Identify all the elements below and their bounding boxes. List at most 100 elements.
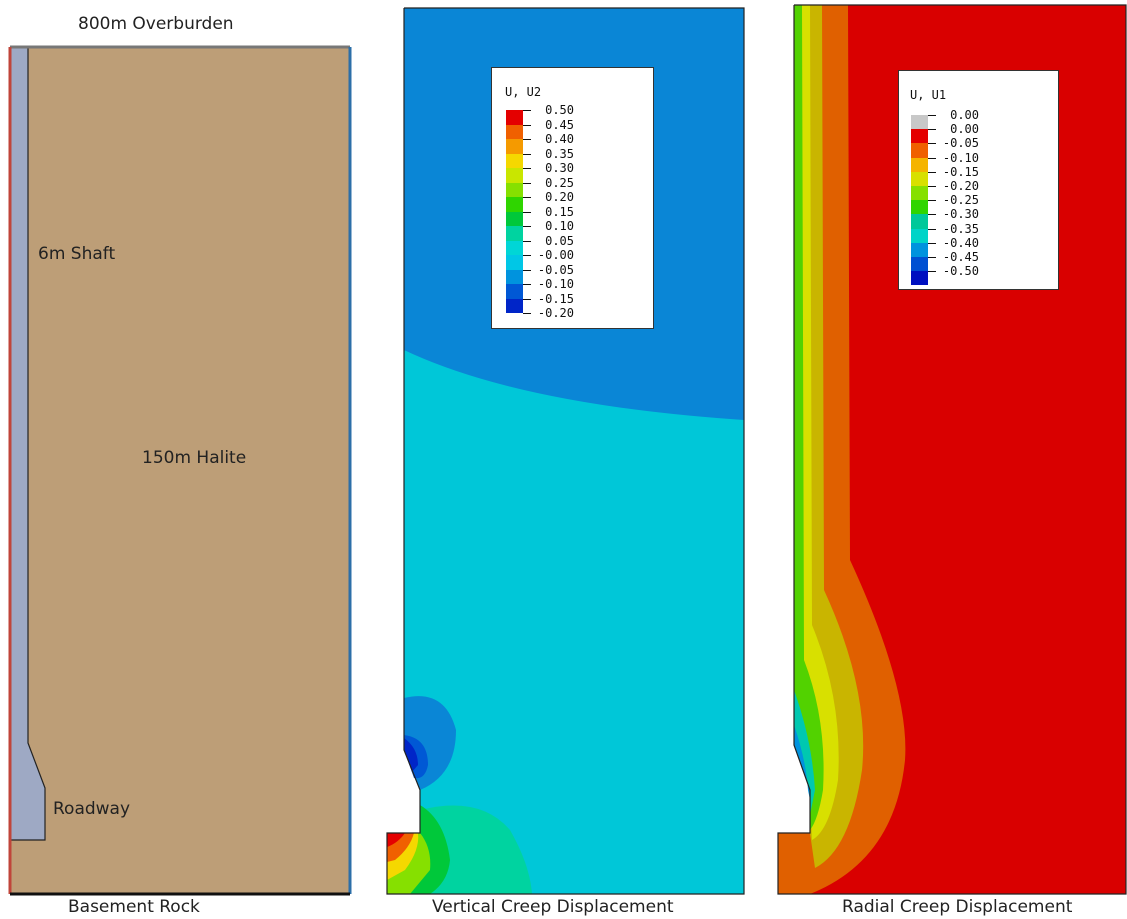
vertical-legend-tick — [523, 197, 531, 198]
vertical-legend-level: -0.20 — [537, 306, 574, 320]
radial-legend-title: U, U1 — [910, 88, 947, 102]
radial-legend-level: -0.30 — [942, 207, 979, 222]
radial-legend-tick — [928, 214, 936, 216]
vertical-legend-tick — [523, 313, 531, 314]
radial-legend: U, U1 0.00 0.00 -0.05 -0.10 -0.15 -0.20 -0.25-… — [898, 70, 1059, 290]
vertical-bulb-inner — [404, 738, 418, 772]
vertical-legend-tick — [523, 255, 531, 256]
vertical-legend-tick — [523, 168, 531, 169]
vertical-legend-tick — [523, 298, 531, 300]
radial-legend-tick — [928, 271, 936, 273]
vertical-legend-tick — [523, 110, 531, 111]
vertical-legend-swatch — [506, 240, 523, 255]
vertical-legend-tick — [523, 139, 531, 140]
vertical-legend-swatch — [506, 269, 523, 284]
radial-caption: Radial Creep Displacement — [842, 897, 1073, 917]
vertical-legend-swatch — [506, 255, 523, 270]
vertical-legend-tick — [523, 226, 531, 227]
radial-band-yellow — [794, 5, 839, 840]
vertical-legend-level: 0.15 — [545, 204, 574, 219]
vertical-legend-level: 0.35 — [545, 146, 574, 161]
vertical-legend: U, U2 0.50 0.45 0.40 0.35 0.30 0.25 0.20 0.15 0.… — [491, 67, 654, 329]
radial-legend-level: 0.00 — [950, 108, 979, 122]
vertical-legend-swatch — [506, 168, 523, 183]
vertical-legend-level: 0.10 — [545, 219, 574, 233]
vertical-legend-level: 0.25 — [545, 175, 574, 190]
radial-legend-swatch — [911, 115, 928, 130]
vertical-caption: Vertical Creep Displacement — [432, 897, 674, 917]
radial-legend-level: -0.05 — [942, 136, 979, 151]
radial-band-green — [794, 5, 824, 830]
halite-region — [10, 47, 350, 894]
vertical-legend-level: -0.15 — [537, 291, 574, 306]
shaft-label: 6m Shaft — [38, 244, 116, 264]
vertical-legend-tick — [523, 124, 531, 126]
vertical-legend-level: -0.10 — [537, 277, 574, 291]
vertical-legend-tick — [523, 284, 531, 285]
vertical-legend-swatch — [506, 153, 523, 168]
vertical-legend-swatch — [506, 226, 523, 241]
radial-band-blue — [794, 725, 810, 800]
vertical-domain-outline — [386, 7, 745, 895]
radial-legend-swatch — [911, 257, 928, 272]
radial-legend-swatch — [911, 214, 928, 229]
radial-legend-swatch — [911, 143, 928, 158]
vertical-legend-swatch — [506, 110, 523, 125]
radial-legend-tick — [928, 242, 936, 244]
vertical-legend-swatch — [506, 139, 523, 154]
vertical-legend-title: U, U2 — [505, 85, 542, 99]
vertical-legend-swatch — [506, 284, 523, 299]
vertical-legend-level: 0.50 — [545, 103, 574, 117]
radial-legend-level: -0.35 — [942, 221, 979, 236]
radial-legend-tick — [928, 228, 936, 230]
vertical-legend-tick — [523, 182, 531, 184]
radial-band-cyan — [794, 690, 815, 815]
radial-legend-tick — [928, 186, 936, 187]
radial-legend-tick — [928, 129, 936, 131]
radial-legend-level: -0.20 — [942, 179, 979, 193]
shaft-outline — [10, 47, 46, 841]
vertical-legend-level: 0.40 — [545, 132, 574, 146]
vertical-floor-c5 — [387, 833, 405, 847]
vertical-legend-swatch — [506, 124, 523, 139]
radial-legend-level: -0.40 — [942, 235, 979, 250]
vertical-legend-level: -0.05 — [537, 262, 574, 277]
vertical-legend-swatch — [506, 182, 523, 197]
radial-legend-swatch — [911, 271, 928, 286]
radial-domain-outline — [777, 4, 1127, 895]
vertical-legend-swatch — [506, 197, 523, 212]
vertical-legend-level: 0.45 — [545, 117, 574, 132]
geometry-model — [8, 45, 352, 896]
halite-label: 150m Halite — [142, 448, 247, 468]
radial-legend-swatch — [911, 129, 928, 144]
radial-legend-tick — [928, 115, 936, 116]
radial-legend-level: 0.00 — [950, 122, 979, 137]
basement-rock-caption: Basement Rock — [68, 897, 200, 917]
radial-legend-level: -0.50 — [942, 264, 979, 279]
radial-legend-tick — [928, 157, 936, 159]
radial-legend-swatch — [911, 186, 928, 201]
radial-legend-tick — [928, 200, 936, 202]
vertical-legend-level: 0.30 — [545, 161, 574, 175]
roadway-label: Roadway — [53, 799, 131, 819]
radial-legend-level: -0.10 — [942, 150, 979, 165]
vertical-legend-tick — [523, 211, 531, 213]
radial-legend-swatch — [911, 242, 928, 257]
radial-legend-swatch — [911, 228, 928, 243]
radial-legend-swatch — [911, 171, 928, 186]
vertical-legend-level: -0.00 — [537, 248, 574, 262]
vertical-legend-tick — [523, 269, 531, 271]
vertical-legend-level: 0.20 — [545, 190, 574, 204]
vertical-legend-swatch — [506, 298, 523, 313]
radial-legend-tick — [928, 257, 936, 258]
radial-legend-level: -0.15 — [942, 164, 979, 179]
vertical-floor-lobe — [420, 805, 532, 894]
radial-legend-swatch — [911, 157, 928, 172]
vertical-legend-tick — [523, 153, 531, 155]
overburden-label: 800m Overburden — [78, 14, 234, 34]
radial-legend-tick — [928, 143, 936, 145]
radial-legend-level: -0.25 — [942, 193, 979, 208]
radial-legend-level: -0.45 — [942, 250, 979, 264]
radial-legend-swatch — [911, 200, 928, 215]
vertical-legend-tick — [523, 240, 531, 242]
